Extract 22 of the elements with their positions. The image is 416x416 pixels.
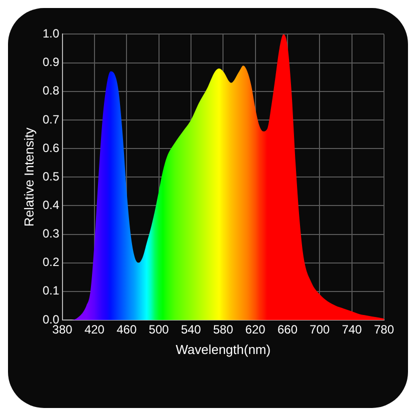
x-tick-label: 420 bbox=[84, 322, 105, 337]
x-tick-label: 620 bbox=[245, 322, 266, 337]
y-tick-label: 1.0 bbox=[42, 26, 60, 41]
y-tick-label: 0.5 bbox=[42, 169, 60, 184]
y-axis-title: Relative Intensity bbox=[21, 127, 36, 227]
x-tick-label: 540 bbox=[180, 322, 202, 337]
y-tick-label: 0.2 bbox=[42, 255, 60, 270]
y-tick-label: 0.8 bbox=[42, 84, 60, 98]
x-tick-label: 460 bbox=[116, 322, 137, 337]
x-tick-label: 700 bbox=[310, 322, 330, 337]
x-axis-title: Wavelength(nm) bbox=[176, 342, 271, 357]
x-tick-label: 500 bbox=[148, 322, 170, 337]
x-tick-label: 740 bbox=[342, 322, 362, 337]
y-tick-label: 0.4 bbox=[42, 198, 60, 212]
x-tick-label: 580 bbox=[213, 322, 234, 337]
y-tick-label: 0.1 bbox=[42, 284, 60, 298]
y-tick-label: 0.6 bbox=[42, 140, 60, 155]
x-tick-label: 660 bbox=[277, 322, 298, 337]
y-tick-label: 0.3 bbox=[42, 226, 60, 241]
y-tick-label: 0.9 bbox=[42, 55, 60, 70]
x-tick-label: 780 bbox=[374, 322, 394, 337]
y-tick-label: 0.7 bbox=[42, 112, 60, 126]
